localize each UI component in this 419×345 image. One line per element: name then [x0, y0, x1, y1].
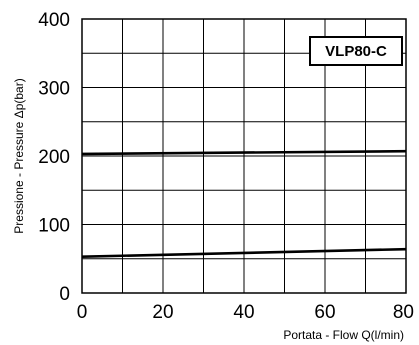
- model-badge-box: [309, 36, 403, 66]
- x-tick-label: 20: [152, 302, 173, 323]
- y-tick-label: 0: [59, 284, 70, 305]
- y-tick-label: 300: [38, 79, 70, 100]
- x-tick-labels: 0 20 40 60 80: [77, 302, 414, 323]
- y-tick-label: 100: [38, 216, 70, 237]
- x-axis-title: Portata - Flow Q(l/min): [283, 328, 404, 342]
- y-tick-labels: 0 100 200 300 400: [38, 10, 70, 305]
- series-line-2: [81, 149, 407, 156]
- series-line-1: [81, 247, 407, 258]
- plot-frame: [81, 18, 407, 294]
- series-layer: [81, 149, 407, 258]
- y-tick-label: 200: [38, 147, 70, 168]
- y-axis-title: Pressione - Pressure Δp(bar): [12, 78, 26, 233]
- x-tick-label: 40: [233, 302, 254, 323]
- model-badge: VLP80-C: [309, 36, 403, 66]
- x-tick-label: 80: [393, 302, 414, 323]
- x-tick-label: 0: [77, 302, 88, 323]
- model-badge-label: VLP80-C: [325, 43, 387, 60]
- grid: [81, 18, 407, 294]
- y-tick-label: 400: [38, 10, 70, 31]
- x-tick-label: 60: [314, 302, 335, 323]
